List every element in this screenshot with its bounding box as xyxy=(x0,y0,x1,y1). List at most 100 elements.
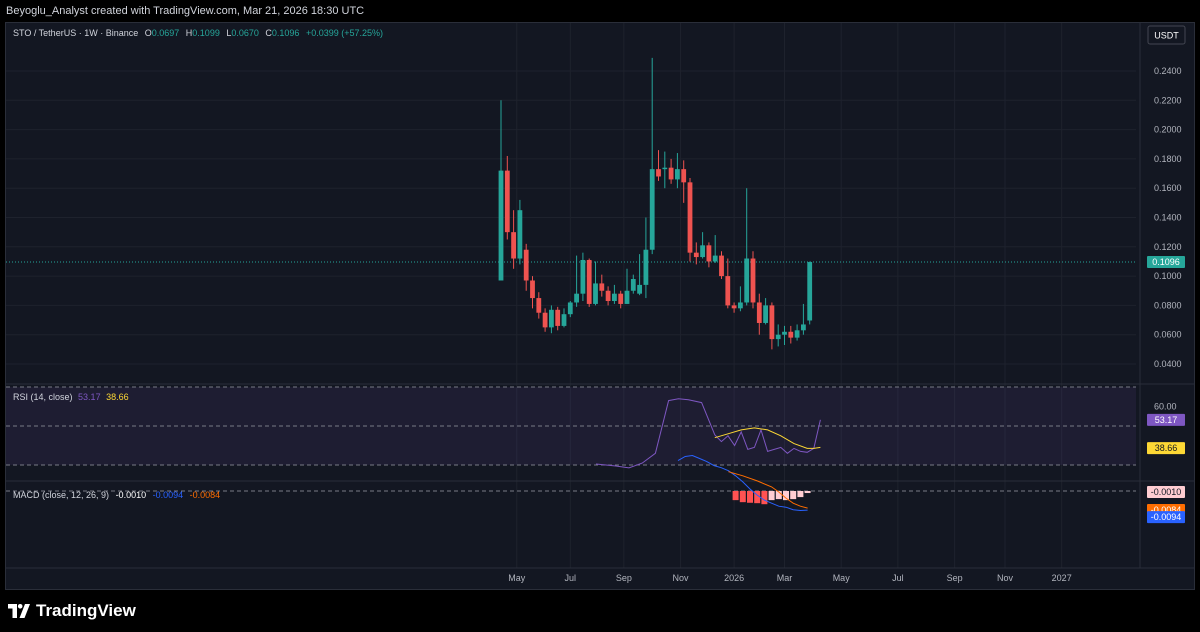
candle-body xyxy=(750,258,756,303)
rsi-lines xyxy=(595,398,821,469)
price-tick-label: 0.1800 xyxy=(1154,154,1182,164)
candle-body xyxy=(599,283,605,291)
candle-body xyxy=(681,169,687,183)
rsi-value-label: 53.17 xyxy=(1155,415,1178,425)
time-tick-label: May xyxy=(508,573,526,583)
macd-histogram-bar xyxy=(732,491,739,501)
candle-body xyxy=(712,255,718,262)
tradingview-logo-text: TradingView xyxy=(36,601,136,620)
macd-histogram-bar xyxy=(775,491,782,500)
candle-body xyxy=(700,245,705,258)
macd-legend: MACD (close, 12, 26, 9) -0.0010 -0.0094 … xyxy=(13,490,220,500)
price-tick-label: 0.0600 xyxy=(1154,330,1182,340)
candle-body xyxy=(511,232,516,259)
candle-body xyxy=(637,284,642,294)
tradingview-logo[interactable]: TradingView xyxy=(8,600,136,622)
footer: TradingView xyxy=(0,590,1200,632)
candle-body xyxy=(612,293,617,302)
time-tick-label: Jul xyxy=(565,573,577,583)
axis-value-labels: 0.1096 53.17 38.66 -0.0010 -0.0084-0.0094 xyxy=(1147,256,1185,524)
candle-body xyxy=(719,255,724,277)
time-tick-label: Sep xyxy=(947,573,963,583)
macd-hist-value-label-box xyxy=(1147,486,1185,499)
time-tick-label: Sep xyxy=(616,573,632,583)
candle-body xyxy=(744,258,750,303)
candle-body xyxy=(725,276,731,306)
last-price-label-box xyxy=(1147,256,1185,269)
candle-body xyxy=(630,279,636,291)
price-tick-label: 0.2400 xyxy=(1154,66,1182,76)
tradingview-logo-icon xyxy=(8,604,30,618)
candle-body xyxy=(498,170,504,281)
rsi-line xyxy=(595,398,821,469)
candle-body xyxy=(807,262,813,321)
candle-body xyxy=(649,169,655,250)
candle-body xyxy=(775,334,781,340)
macd-signal-value-label: -0.0084 xyxy=(1151,505,1182,515)
time-tick-label: May xyxy=(833,573,851,583)
author-line: Beyoglu_Analyst created with TradingView… xyxy=(6,5,365,17)
legend-symbol: STO / TetherUS · 1W · Binance xyxy=(13,28,138,38)
legend-c-value: 0.1096 xyxy=(272,28,300,38)
top-bar: Beyoglu_Analyst created with TradingView… xyxy=(0,0,1200,22)
candle-body xyxy=(542,312,548,328)
candle-body xyxy=(605,290,611,302)
candle-body xyxy=(794,330,800,338)
last-price-label: 0.1096 xyxy=(1152,257,1180,267)
candle-body xyxy=(763,305,768,323)
candle-body xyxy=(530,280,535,299)
time-axis[interactable]: May Jul Sep Nov 2026 Mar May Jul Sep Nov 2027 xyxy=(508,573,1071,583)
macd-histogram-bar xyxy=(739,491,746,503)
rsi-value: 53.17 xyxy=(78,392,101,402)
legend-o-value: 0.0697 xyxy=(152,28,180,38)
rsi-title: RSI (14, close) xyxy=(13,392,73,402)
macd-histogram-bar xyxy=(783,491,789,501)
legend-h-label: H xyxy=(186,28,193,38)
price-tick-label: 0.1200 xyxy=(1154,242,1182,252)
candle-body xyxy=(656,169,661,177)
macd-line-value: -0.0094 xyxy=(153,490,184,500)
macd-line-value-label-box xyxy=(1147,511,1185,524)
rsi-ma-value: 38.66 xyxy=(106,392,129,402)
macd-title: MACD (close, 12, 26, 9) xyxy=(13,490,109,500)
reference-lines xyxy=(6,261,1136,492)
candle-body xyxy=(593,283,598,304)
macd-histogram-bar xyxy=(797,491,804,498)
currency-button[interactable]: USDT xyxy=(1147,25,1186,45)
candle-body xyxy=(624,290,630,304)
candle-body xyxy=(643,249,649,285)
candle-body xyxy=(687,182,693,253)
candle-body xyxy=(731,305,737,309)
price-tick-label: 0.1400 xyxy=(1154,213,1182,223)
price-candles xyxy=(498,57,813,350)
chart-canvas[interactable]: 0.2400 0.2200 0.2000 0.1800 0.1600 0.1400 0.12… xyxy=(6,23,1194,589)
pane-separators xyxy=(6,23,1194,569)
legend-c-label: C xyxy=(265,28,272,38)
candle-body xyxy=(561,314,567,326)
candle-body xyxy=(580,259,586,294)
candle-body xyxy=(517,210,523,259)
price-tick-label: 0.0400 xyxy=(1154,359,1182,369)
macd-histogram-bar xyxy=(747,491,753,503)
rsi-ma-line xyxy=(714,427,821,449)
candle-body xyxy=(756,302,762,323)
candle-body xyxy=(574,293,579,303)
candle-body xyxy=(675,169,680,180)
candle-body xyxy=(738,302,743,309)
price-tick-label: 0.0800 xyxy=(1154,300,1182,310)
candle-body xyxy=(536,298,542,313)
rsi-ma-value-label-box xyxy=(1147,442,1185,455)
legend-l-value: 0.0670 xyxy=(231,28,259,38)
legend-h-value: 0.1099 xyxy=(192,28,220,38)
macd-histogram-bar xyxy=(754,491,761,504)
candle-body xyxy=(801,324,806,331)
candle-body xyxy=(769,305,775,340)
legend-o-label: O xyxy=(145,28,152,38)
macd-histogram-bar xyxy=(804,491,811,494)
candle-body xyxy=(693,252,699,258)
currency-button-label: USDT xyxy=(1154,31,1179,41)
rsi-tick-label: 60.00 xyxy=(1154,402,1177,412)
time-tick-label: Jul xyxy=(892,573,904,583)
chart-area[interactable]: 0.2400 0.2200 0.2000 0.1800 0.1600 0.1400 0.12… xyxy=(5,22,1195,590)
rsi-ma-value-label: 38.66 xyxy=(1155,443,1178,453)
